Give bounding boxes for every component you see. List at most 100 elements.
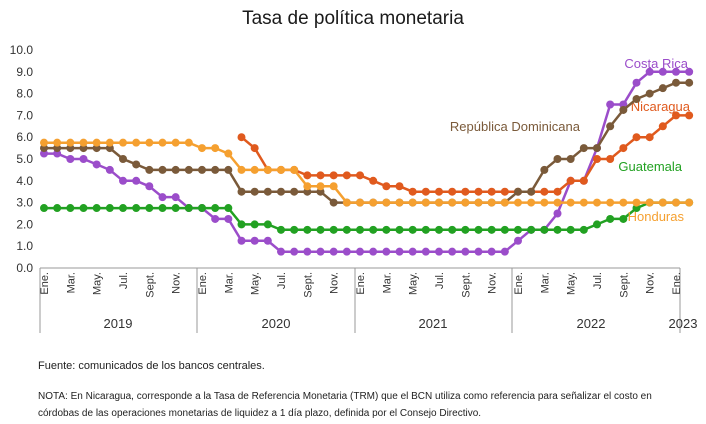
data-point — [105, 138, 114, 147]
data-point — [369, 247, 378, 256]
data-point — [448, 187, 457, 196]
data-point — [435, 198, 443, 207]
data-point — [527, 225, 536, 234]
data-point — [395, 198, 404, 207]
y-tick-label: 7.0 — [16, 108, 33, 122]
series-label: Nicaragua — [631, 99, 691, 114]
data-point — [211, 204, 220, 213]
data-point — [184, 138, 193, 147]
data-point — [119, 138, 127, 147]
data-point — [211, 144, 220, 153]
data-point — [132, 176, 141, 185]
data-point — [606, 100, 615, 109]
data-point — [619, 105, 628, 114]
data-point — [632, 198, 641, 207]
data-point — [487, 225, 496, 234]
x-tick-label: Jul. — [276, 272, 288, 289]
data-point — [356, 225, 364, 234]
x-tick-label: Sept. — [144, 272, 156, 298]
data-point — [277, 247, 285, 256]
data-point — [316, 247, 325, 256]
data-point — [619, 144, 628, 153]
x-tick-label: Nov. — [487, 272, 499, 294]
data-point — [53, 204, 62, 213]
data-point — [487, 247, 496, 256]
data-point — [303, 247, 312, 256]
data-point — [658, 67, 667, 76]
data-point — [184, 204, 193, 213]
data-point — [579, 198, 588, 207]
data-point — [224, 149, 233, 158]
data-point — [290, 187, 299, 196]
x-tick-label: May. — [250, 272, 262, 295]
data-point — [461, 187, 470, 196]
x-tick-label: Jul. — [592, 272, 604, 289]
x-tick-label: Mar. — [539, 272, 551, 293]
data-point — [92, 204, 101, 213]
data-point — [105, 165, 114, 174]
data-point — [290, 225, 299, 234]
source-note: Fuente: comunicados de los bancos centra… — [38, 360, 265, 372]
data-point — [211, 214, 220, 223]
x-tick-label: Ene. — [355, 272, 367, 295]
data-point — [658, 122, 667, 131]
y-tick-label: 8.0 — [16, 87, 33, 101]
data-point — [672, 198, 680, 207]
data-point — [672, 78, 680, 87]
data-point — [119, 204, 127, 213]
data-point — [316, 171, 325, 180]
x-tick-label: Mar. — [65, 272, 77, 293]
data-point — [79, 204, 88, 213]
chart-area: 0.0 1.0 2.0 3.0 4.0 5.0 6.0 7.0 8.0 9.0 10.0 Ene. Ma… — [10, 43, 697, 333]
data-point — [277, 225, 285, 234]
data-point — [645, 67, 654, 76]
data-point — [408, 187, 417, 196]
x-tick-label: Mar. — [223, 272, 235, 293]
y-tick-label: 9.0 — [16, 65, 33, 79]
x-tick-label: Jul. — [434, 272, 446, 289]
x-tick-label: Ene. — [197, 272, 209, 295]
data-point — [514, 187, 522, 196]
data-point — [514, 225, 522, 234]
series-label: República Dominicana — [450, 119, 581, 134]
y-tick-label: 0.0 — [16, 261, 33, 275]
year-label: 2021 — [419, 316, 448, 331]
data-point — [92, 160, 101, 169]
data-point — [632, 133, 641, 142]
data-point — [250, 187, 259, 196]
data-point — [593, 155, 601, 163]
data-point — [92, 138, 101, 147]
x-tick-label: Sept. — [618, 272, 630, 298]
data-point — [66, 138, 75, 147]
data-point — [342, 198, 351, 207]
data-point — [527, 187, 536, 196]
data-point — [132, 204, 141, 213]
data-point — [79, 155, 88, 163]
data-point — [198, 204, 206, 213]
data-point — [184, 165, 193, 174]
data-point — [237, 187, 246, 196]
data-point — [369, 225, 378, 234]
data-point — [119, 155, 127, 163]
data-point — [593, 198, 601, 207]
data-point — [198, 165, 206, 174]
data-point — [408, 247, 417, 256]
data-point — [250, 220, 259, 229]
data-point — [500, 225, 509, 234]
data-point — [263, 165, 272, 174]
data-point — [316, 225, 325, 234]
data-point — [553, 187, 562, 196]
data-point — [382, 182, 391, 191]
data-point — [329, 182, 338, 191]
data-point — [316, 182, 325, 191]
data-point — [514, 236, 522, 245]
x-tick-label: Jul. — [118, 272, 130, 289]
data-point — [474, 187, 483, 196]
data-point — [237, 220, 246, 229]
data-point — [356, 198, 364, 207]
data-point — [685, 111, 694, 120]
data-point — [435, 225, 443, 234]
data-point — [158, 204, 167, 213]
chart-title: Tasa de política monetaria — [242, 8, 464, 29]
data-point — [527, 198, 536, 207]
